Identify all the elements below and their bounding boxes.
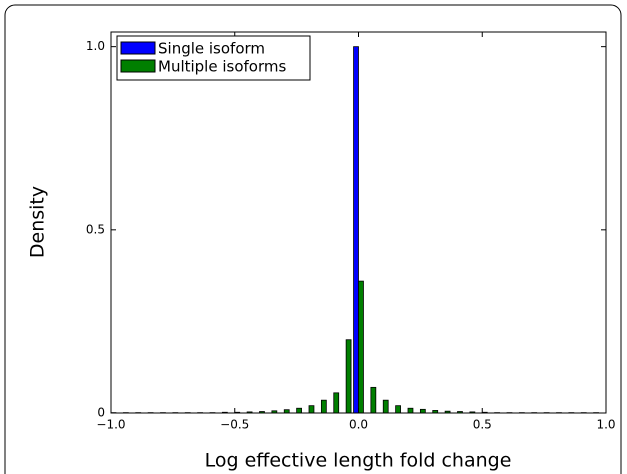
legend-swatch (120, 59, 156, 73)
bar (308, 405, 315, 413)
y-axis-label: Density (27, 186, 49, 258)
bar (395, 405, 401, 413)
bar (432, 410, 439, 413)
x-tick-label: 0.5 (473, 418, 492, 432)
bar (370, 386, 377, 413)
bar (419, 408, 426, 413)
bar (320, 399, 327, 413)
legend-label: Multiple isoforms (158, 58, 286, 76)
frame (4, 4, 622, 474)
bar (345, 339, 352, 413)
x-tick-label: 1.0 (596, 418, 615, 432)
bar (469, 411, 476, 413)
x-tick-label: −0.5 (220, 418, 249, 432)
bar (333, 392, 340, 413)
bar (407, 407, 414, 413)
bar (353, 46, 359, 413)
bar (444, 410, 451, 413)
x-tick-label: 0.0 (349, 418, 368, 432)
x-axis-label: Log effective length fold change (205, 450, 512, 472)
bar (296, 407, 302, 413)
x-tick-label: −1.0 (96, 418, 125, 432)
legend-label: Single isoform (158, 40, 265, 58)
bar (382, 399, 389, 413)
y-tick-label: 0.5 (86, 222, 105, 236)
y-tick-label: 0 (97, 406, 105, 420)
legend-swatch (120, 41, 156, 55)
bar (358, 280, 364, 413)
bar (246, 411, 253, 413)
y-tick-label: 1.0 (86, 39, 105, 53)
